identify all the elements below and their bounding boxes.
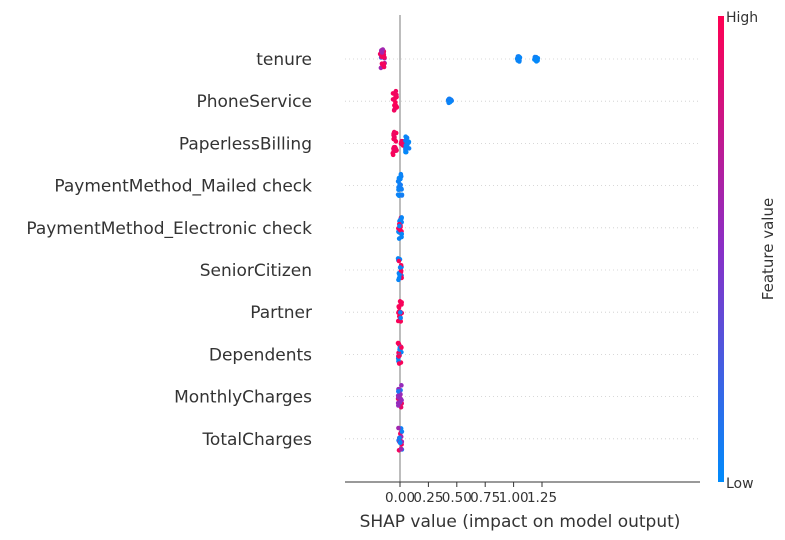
data-point <box>406 146 412 151</box>
x-axis-ticks: 0.000.250.500.751.001.25 <box>385 482 557 506</box>
data-point <box>392 144 398 150</box>
data-point <box>398 310 403 315</box>
feature-label: SeniorCitizen <box>200 261 312 281</box>
data-point <box>396 354 402 359</box>
data-point <box>398 182 403 188</box>
data-point <box>533 57 538 62</box>
data-point <box>393 100 398 105</box>
data-point <box>396 258 402 264</box>
data-point <box>397 272 402 278</box>
x-tick-label: 0.50 <box>442 490 472 506</box>
data-point <box>393 148 398 154</box>
x-tick-label: 0.00 <box>385 490 415 506</box>
data-point <box>399 383 404 388</box>
row-guide-lines <box>345 58 700 440</box>
data-point <box>446 96 452 102</box>
feature-label: PaymentMethod_Electronic check <box>26 219 312 239</box>
x-tick-label: 1.25 <box>527 490 557 506</box>
x-tick-label: 1.00 <box>499 490 529 506</box>
data-point <box>398 315 403 321</box>
data-point <box>396 361 402 366</box>
data-point <box>397 440 403 446</box>
data-point <box>397 265 403 270</box>
data-point <box>397 435 402 441</box>
data-points <box>377 47 541 453</box>
data-point <box>396 187 401 192</box>
data-point <box>397 223 402 229</box>
data-point <box>394 104 399 110</box>
data-point <box>394 92 399 98</box>
x-tick-label: 0.75 <box>470 490 500 506</box>
data-point <box>379 61 385 66</box>
feature-label: TotalCharges <box>201 430 312 450</box>
feature-label: PaymentMethod_Mailed check <box>54 177 312 197</box>
x-tick-label: 0.25 <box>413 490 443 506</box>
data-point <box>396 403 401 408</box>
data-point <box>379 50 385 55</box>
data-point <box>396 389 401 394</box>
colorbar <box>718 16 724 482</box>
data-point <box>399 429 405 434</box>
data-point <box>399 193 405 198</box>
data-point <box>382 55 387 60</box>
feature-label: Partner <box>250 303 312 323</box>
data-point <box>399 216 404 221</box>
data-point <box>403 147 408 153</box>
data-point <box>398 446 404 452</box>
feature-label: MonthlyCharges <box>174 388 312 408</box>
data-point <box>391 129 397 135</box>
data-point <box>399 397 404 403</box>
data-point <box>406 140 411 145</box>
x-axis-title: SHAP value (impact on model output) <box>360 512 681 532</box>
colorbar-high-label: High <box>726 10 758 26</box>
feature-label: tenure <box>256 50 312 70</box>
colorbar-low-label: Low <box>726 476 754 492</box>
data-point <box>398 171 404 177</box>
data-point <box>396 178 402 183</box>
data-point <box>517 55 522 61</box>
data-point <box>397 299 403 304</box>
feature-label: Dependents <box>209 345 312 365</box>
data-point <box>393 88 399 94</box>
feature-label: PhoneService <box>197 92 313 112</box>
feature-label: PaperlessBilling <box>179 134 312 154</box>
data-point <box>396 425 401 431</box>
data-point <box>399 345 404 350</box>
data-point <box>399 231 405 237</box>
data-point <box>391 136 396 142</box>
feature-labels: tenure PhoneService PaperlessBilling Paymen… <box>26 50 312 450</box>
colorbar-title: Feature value <box>759 198 777 300</box>
